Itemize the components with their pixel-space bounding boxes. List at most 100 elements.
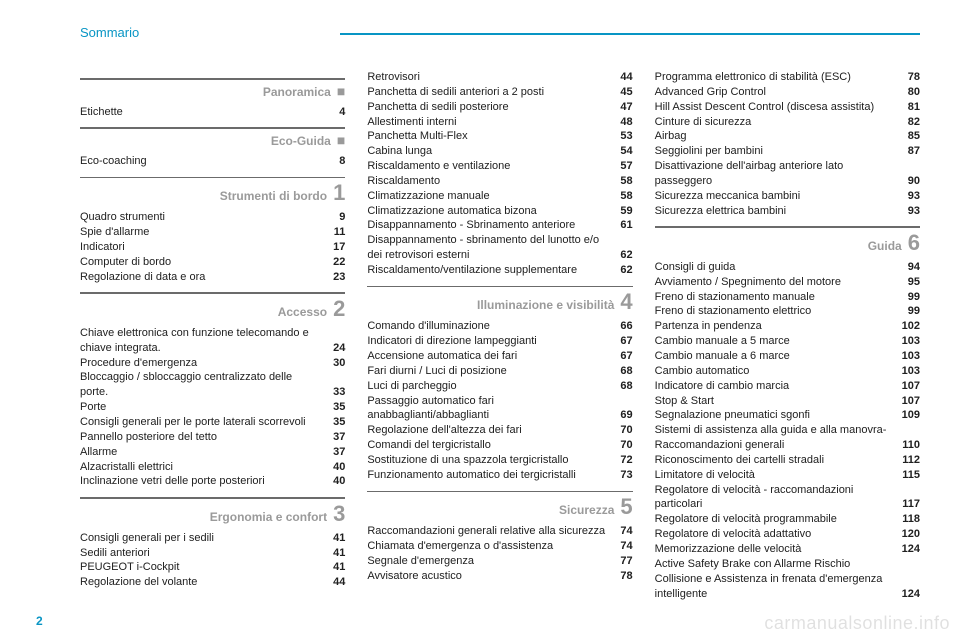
- toc-entry-label: Panchetta Multi-Flex: [367, 129, 610, 144]
- toc-entry: Funzionamento automatico dei tergicrista…: [367, 468, 632, 483]
- toc-entry-label: Quadro strumenti: [80, 210, 329, 225]
- toc-entry-label: Alzacristalli elettrici: [80, 460, 323, 475]
- toc-entry: Luci di parcheggio68: [367, 379, 632, 394]
- toc-entry-page: 8: [339, 154, 345, 169]
- toc-entry: Indicatori di direzione lampeggianti67: [367, 334, 632, 349]
- toc-entry-page: 9: [339, 210, 345, 225]
- section-number: 2: [333, 298, 345, 320]
- toc-entry-page: 54: [620, 144, 632, 159]
- toc-entry: Sedili anteriori41: [80, 546, 345, 561]
- toc-entry-page: 93: [908, 204, 920, 219]
- toc-entry-page: 87: [908, 144, 920, 159]
- toc-entry: Alzacristalli elettrici40: [80, 460, 345, 475]
- toc-entry: Bloccaggio / sbloccaggio centralizzato d…: [80, 370, 345, 400]
- toc-entry-page: 69: [620, 408, 632, 423]
- toc-entry: Programma elettronico di stabilità (ESC)…: [655, 70, 920, 85]
- toc-entry-label: Indicatore di cambio marcia: [655, 379, 892, 394]
- toc-entry-page: 53: [620, 129, 632, 144]
- toc-entry: Disappannamento - sbrinamento del lunott…: [367, 233, 632, 263]
- toc-entry-label: Regolazione di data e ora: [80, 270, 323, 285]
- toc-entry-page: 115: [902, 468, 920, 483]
- toc-entry: Procedure d'emergenza30: [80, 356, 345, 371]
- toc-entry-page: 68: [620, 364, 632, 379]
- toc-entry: Panchetta di sedili anteriori a 2 posti4…: [367, 85, 632, 100]
- toc-entry: Regolatore di velocità - raccomandazioni…: [655, 483, 920, 513]
- toc-entry: Partenza in pendenza102: [655, 319, 920, 334]
- toc-entry-page: 74: [620, 539, 632, 554]
- toc-entry-label: Panchetta di sedili anteriori a 2 posti: [367, 85, 610, 100]
- toc-entry-page: 67: [620, 349, 632, 364]
- section-rule: [655, 226, 920, 228]
- section-number: 4: [620, 291, 632, 313]
- toc-entry-label: Memorizzazione delle velocità: [655, 542, 892, 557]
- toc-entry: Pannello posteriore del tetto37: [80, 430, 345, 445]
- toc-entry-page: 81: [908, 100, 920, 115]
- toc-entry: Regolazione dell'altezza dei fari70: [367, 423, 632, 438]
- toc-entry: Active Safety Brake con Allarme Rischio …: [655, 557, 920, 602]
- toc-entry-page: 103: [902, 364, 920, 379]
- toc-entry-page: 35: [333, 415, 345, 430]
- toc-entry-page: 58: [620, 189, 632, 204]
- toc-entry: Retrovisori44: [367, 70, 632, 85]
- toc-entry-page: 117: [902, 497, 920, 512]
- toc-entry-label: Bloccaggio / sbloccaggio centralizzato d…: [80, 370, 323, 400]
- toc-entry-label: Passaggio automatico fari anabbaglianti/…: [367, 394, 610, 424]
- toc-entry: Chiamata d'emergenza o d'assistenza74: [367, 539, 632, 554]
- toc-entry: Riscaldamento58: [367, 174, 632, 189]
- toc-entry-page: 77: [620, 554, 632, 569]
- toc-entry: Comandi del tergicristallo70: [367, 438, 632, 453]
- section-rule: [80, 497, 345, 499]
- toc-entry-page: 24: [333, 341, 345, 356]
- toc-entry-label: Eco-coaching: [80, 154, 329, 169]
- toc-entry-label: Pannello posteriore del tetto: [80, 430, 323, 445]
- section-heading: Strumenti di bordo1: [80, 182, 345, 204]
- toc-entry: Passaggio automatico fari anabbaglianti/…: [367, 394, 632, 424]
- toc-entry-label: Freno di stazionamento elettrico: [655, 304, 898, 319]
- toc-entry-page: 124: [902, 542, 920, 557]
- section-rule: [80, 127, 345, 129]
- toc-entry-page: 99: [908, 290, 920, 305]
- toc-entry-label: Segnalazione pneumatici sgonfi: [655, 408, 892, 423]
- toc-entry-page: 80: [908, 85, 920, 100]
- toc-entry-page: 72: [620, 453, 632, 468]
- toc-entry-label: Climatizzazione manuale: [367, 189, 610, 204]
- page-number: 2: [36, 614, 43, 628]
- toc-entry: Airbag85: [655, 129, 920, 144]
- toc-entry-page: 30: [333, 356, 345, 371]
- toc-entry: Riconoscimento dei cartelli stradali112: [655, 453, 920, 468]
- toc-entry: Consigli generali per i sedili41: [80, 531, 345, 546]
- section-rule: [367, 286, 632, 288]
- toc-entry-label: Advanced Grip Control: [655, 85, 898, 100]
- toc-entry-page: 59: [620, 204, 632, 219]
- toc-entry-page: 118: [902, 512, 920, 527]
- toc-column: Panoramica■Etichette4Eco-Guida■Eco-coach…: [80, 70, 345, 601]
- toc-entry-label: Funzionamento automatico dei tergicrista…: [367, 468, 610, 483]
- toc-entry-label: Cambio automatico: [655, 364, 892, 379]
- toc-entry-label: Allestimenti interni: [367, 115, 610, 130]
- toc-entry-page: 103: [902, 334, 920, 349]
- toc-entry-page: 109: [902, 408, 920, 423]
- toc-entry-label: Porte: [80, 400, 323, 415]
- toc-entry-label: Consigli generali per le porte laterali …: [80, 415, 323, 430]
- toc-entry: Consigli generali per le porte laterali …: [80, 415, 345, 430]
- toc-entry-label: Inclinazione vetri delle porte posterior…: [80, 474, 323, 489]
- toc-entry-page: 120: [902, 527, 920, 542]
- toc-entry-page: 23: [333, 270, 345, 285]
- toc-entry: Cambio automatico 103: [655, 364, 920, 379]
- toc-column: Programma elettronico di stabilità (ESC)…: [655, 70, 920, 601]
- toc-entry-label: Sostituzione di una spazzola tergicrista…: [367, 453, 610, 468]
- toc-entry: Avviamento / Spegnimento del motore95: [655, 275, 920, 290]
- section-number: 5: [620, 496, 632, 518]
- toc-entry: Climatizzazione manuale 58: [367, 189, 632, 204]
- section-heading: Illuminazione e visibilità4: [367, 291, 632, 313]
- section-label: Panoramica: [263, 85, 331, 99]
- toc-entry: Sistemi di assistenza alla guida e alla …: [655, 423, 920, 453]
- toc-entry-label: Comando d'illuminazione: [367, 319, 610, 334]
- toc-entry-label: PEUGEOT i-Cockpit: [80, 560, 323, 575]
- toc-entry-page: 82: [908, 115, 920, 130]
- toc-entry-page: 47: [620, 100, 632, 115]
- toc-entry: Etichette4: [80, 105, 345, 120]
- toc-entry-page: 57: [620, 159, 632, 174]
- toc-entry-label: Etichette: [80, 105, 329, 120]
- toc-entry-label: Avvisatore acustico: [367, 569, 610, 584]
